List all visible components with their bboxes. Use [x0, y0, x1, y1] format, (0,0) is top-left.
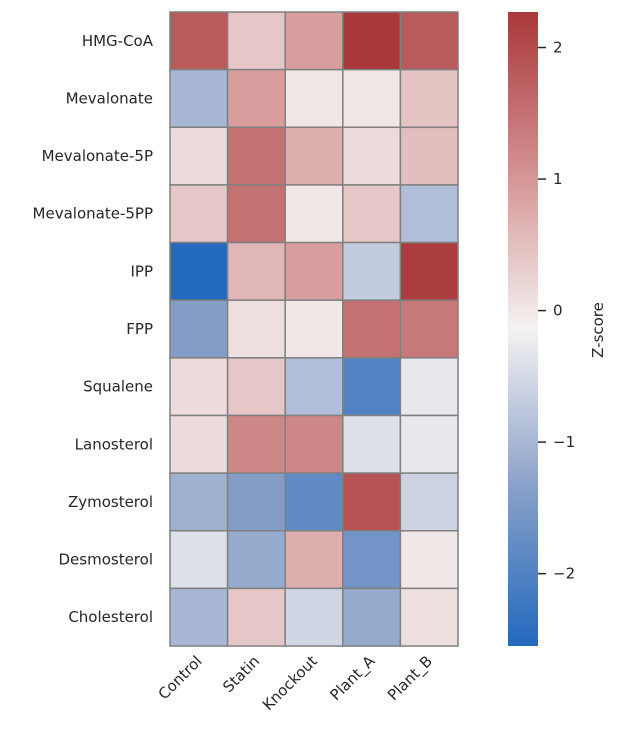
- heatmap-cell-mevalonate-5p-statin: [226, 126, 286, 186]
- column-label: Knockout: [259, 652, 321, 714]
- heatmap-cell-mevalonate-control: [169, 68, 229, 129]
- heatmap-cell-squalene-knockout: [284, 357, 344, 417]
- row-label: Mevalonate-5P: [42, 147, 153, 165]
- heatmap-cell-desmosterol-plant_b: [399, 530, 459, 590]
- heatmap-cell-lanosterol-control: [169, 414, 229, 474]
- heatmap-cell-mevalonate-statin: [226, 68, 286, 129]
- colorbar-tick-label: −2: [553, 565, 575, 583]
- heatmap-cell-lanosterol-plant_a: [342, 414, 402, 474]
- colorbar: [508, 12, 538, 646]
- row-label: Cholesterol: [68, 608, 153, 626]
- column-label: Control: [155, 652, 206, 703]
- heatmap-cell-hmg-coa-control: [169, 11, 229, 71]
- heatmap-cell-lanosterol-knockout: [284, 414, 344, 474]
- heatmap-cell-ipp-statin: [226, 241, 286, 301]
- colorbar-tick-label: 2: [553, 39, 563, 57]
- heatmap-cell-zymosterol-statin: [226, 472, 286, 532]
- heatmap-cell-fpp-statin: [226, 299, 286, 359]
- heatmap-cell-hmg-coa-knockout: [284, 11, 344, 71]
- heatmap-cell-ipp-knockout: [284, 241, 344, 301]
- heatmap-cell-hmg-coa-plant_a: [342, 11, 402, 71]
- heatmap-cell-mevalonate-5pp-statin: [226, 184, 286, 244]
- heatmap-cell-fpp-control: [169, 299, 229, 359]
- heatmap-cell-desmosterol-control: [169, 530, 229, 590]
- heatmap-cell-lanosterol-statin: [226, 414, 286, 474]
- heatmap-cell-desmosterol-plant_a: [342, 530, 402, 590]
- heatmap-cell-mevalonate-5pp-control: [169, 184, 229, 244]
- heatmap-cell-cholesterol-knockout: [284, 587, 344, 647]
- heatmap-cell-ipp-plant_a: [342, 241, 402, 301]
- heatmap-cell-mevalonate-5pp-knockout: [284, 184, 344, 244]
- heatmap-cell-zymosterol-knockout: [284, 472, 344, 532]
- heatmap-cell-zymosterol-plant_b: [399, 472, 459, 532]
- colorbar-ticks: 2 1 0 −1 −2: [538, 39, 575, 583]
- row-label: FPP: [126, 320, 153, 338]
- colorbar-tick-label: −1: [553, 433, 575, 451]
- heatmap-cell-ipp-control: [169, 241, 229, 301]
- heatmap-cell-mevalonate-plant_a: [342, 68, 402, 129]
- heatmap-cell-cholesterol-control: [169, 587, 229, 647]
- heatmap-cell-mevalonate-5p-control: [169, 126, 229, 186]
- colorbar-tick-label: 1: [553, 170, 563, 188]
- heatmap-cell-mevalonate-5p-knockout: [284, 126, 344, 186]
- heatmap-cell-mevalonate-5p-plant_a: [342, 126, 402, 186]
- heatmap-cell-zymosterol-plant_a: [342, 472, 402, 532]
- row-label: Squalene: [83, 378, 153, 396]
- heatmap-cell-mevalonate-5p-plant_b: [399, 126, 459, 186]
- heatmap-cell-desmosterol-statin: [226, 530, 286, 590]
- row-labels: HMG-CoA Mevalonate Mevalonate-5P Mevalonate…: [33, 32, 154, 626]
- column-label: Plant_A: [326, 652, 379, 705]
- heatmap-cell-mevalonate-plant_b: [399, 68, 459, 129]
- heatmap-cell-hmg-coa-plant_b: [399, 11, 459, 71]
- heatmap-cell-mevalonate-knockout: [284, 68, 344, 129]
- column-label: Statin: [219, 652, 263, 696]
- heatmap-cell-fpp-knockout: [284, 299, 344, 359]
- heatmap-cell-mevalonate-5pp-plant_b: [399, 184, 459, 244]
- heatmap-cell-fpp-plant_a: [342, 299, 402, 359]
- row-label: IPP: [130, 262, 153, 280]
- heatmap-cell-lanosterol-plant_b: [399, 414, 459, 474]
- heatmap-cell-ipp-plant_b: [399, 241, 459, 301]
- row-label: Zymosterol: [68, 493, 153, 511]
- heatmap-cell-desmosterol-knockout: [284, 530, 344, 590]
- colorbar-tick-label: 0: [553, 302, 563, 320]
- heatmap-cell-cholesterol-plant_b: [399, 587, 459, 647]
- heatmap-cell-zymosterol-control: [169, 472, 229, 532]
- colorbar-label: Z-score: [589, 302, 607, 358]
- column-label: Plant_B: [384, 652, 437, 705]
- heatmap-cell-squalene-plant_b: [399, 357, 459, 417]
- row-label: Desmosterol: [59, 551, 154, 569]
- row-label: Mevalonate: [66, 89, 153, 107]
- row-label: HMG-CoA: [82, 32, 154, 50]
- row-label: Mevalonate-5PP: [33, 205, 153, 223]
- heatmap-cell-cholesterol-plant_a: [342, 587, 402, 647]
- heatmap-cell-squalene-statin: [226, 357, 286, 417]
- heatmap-cell-cholesterol-statin: [226, 587, 286, 647]
- heatmap-cells: [169, 11, 459, 647]
- row-label: Lanosterol: [75, 435, 153, 453]
- heatmap-cell-squalene-plant_a: [342, 357, 402, 417]
- heatmap-cell-hmg-coa-statin: [226, 11, 286, 71]
- heatmap-cell-fpp-plant_b: [399, 299, 459, 359]
- heatmap-cell-mevalonate-5pp-plant_a: [342, 184, 402, 244]
- heatmap-cell-squalene-control: [169, 357, 229, 417]
